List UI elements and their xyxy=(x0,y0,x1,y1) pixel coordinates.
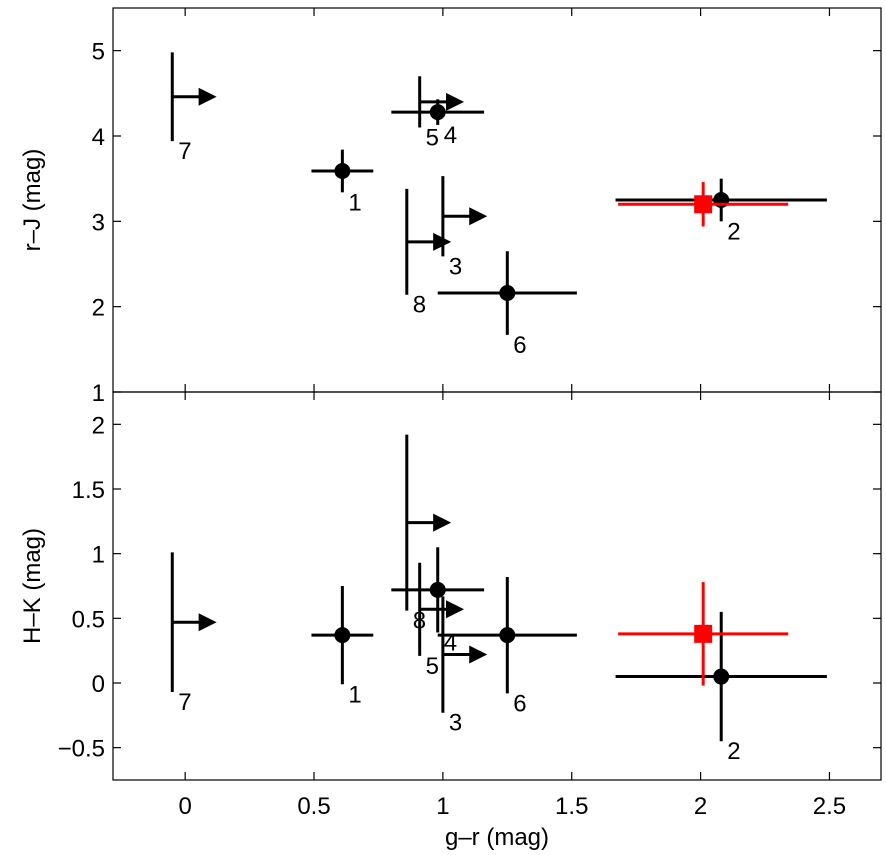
data-point-6: 6 xyxy=(437,251,577,359)
data-point-6: 6 xyxy=(437,576,577,717)
point-label: 3 xyxy=(449,710,462,737)
data-point-4: 4 xyxy=(391,547,485,657)
highlight-marker xyxy=(694,624,713,643)
data-point-5: 5 xyxy=(418,76,465,151)
data-marker xyxy=(334,162,351,179)
point-label: 6 xyxy=(513,332,526,359)
y-tick-label: 1.5 xyxy=(72,477,105,504)
limit-arrow-head xyxy=(198,613,217,632)
data-marker xyxy=(334,627,351,644)
y-tick-label: 5 xyxy=(92,39,105,66)
data-point-8: 8 xyxy=(405,188,452,319)
point-label: 2 xyxy=(727,738,740,765)
x-tick-label: 1 xyxy=(436,793,449,820)
x-tick-label: 2.5 xyxy=(813,793,846,820)
point-label: 5 xyxy=(426,653,439,680)
y-axis-title: r–J (mag) xyxy=(19,149,46,252)
point-label: 8 xyxy=(413,608,426,635)
data-marker xyxy=(499,627,516,644)
y-tick-label: 0.5 xyxy=(72,606,105,633)
point-label: 5 xyxy=(426,124,439,151)
highlight-marker xyxy=(694,195,713,214)
x-axis-title: g–r (mag) xyxy=(445,824,549,851)
data-point-2: 2 xyxy=(615,178,827,245)
point-label: 3 xyxy=(449,253,462,280)
data-marker xyxy=(499,285,516,302)
y-tick-label: 1 xyxy=(92,380,105,407)
point-label: 8 xyxy=(413,292,426,319)
point-label: 7 xyxy=(178,138,191,165)
point-label: 1 xyxy=(348,189,361,216)
limit-arrow-head xyxy=(469,645,488,664)
limit-arrow-head xyxy=(446,600,465,619)
x-tick-label: 0 xyxy=(178,793,191,820)
data-point-7: 7 xyxy=(170,552,217,716)
y-tick-label: 1 xyxy=(92,542,105,569)
data-point-2: 2 xyxy=(615,611,827,765)
y-tick-label: −0.5 xyxy=(58,736,105,763)
limit-arrow-head xyxy=(469,207,488,226)
point-label: 6 xyxy=(513,690,526,717)
y-tick-label: 0 xyxy=(92,671,105,698)
data-marker xyxy=(429,104,446,121)
limit-arrow-head xyxy=(433,232,452,251)
data-marker xyxy=(713,668,730,685)
data-point-7: 7 xyxy=(170,52,217,165)
limit-arrow-head xyxy=(446,92,465,111)
y-tick-label: 2 xyxy=(92,412,105,439)
data-point-5: 5 xyxy=(418,562,465,680)
limit-arrow-head xyxy=(198,87,217,106)
data-point-1: 1 xyxy=(311,149,374,216)
highlight-point xyxy=(618,182,789,227)
y-axis-title: H–K (mag) xyxy=(19,528,46,644)
data-marker xyxy=(429,581,446,598)
point-label: 2 xyxy=(727,218,740,245)
x-tick-label: 2 xyxy=(694,793,707,820)
data-point-1: 1 xyxy=(311,586,374,708)
y-tick-label: 2 xyxy=(92,295,105,322)
panel-bottom: 0 0.5 1 1.5 2 2.5 −0.5 0 0.5 1 1.5 2 H–K (mag) g–r (m… xyxy=(19,391,882,851)
y-tick-label: 3 xyxy=(92,209,105,236)
point-label: 4 xyxy=(444,122,457,149)
highlight-point xyxy=(618,582,789,686)
x-tick-label: 1.5 xyxy=(555,793,588,820)
limit-arrow-head xyxy=(433,513,452,532)
point-label: 4 xyxy=(444,630,457,657)
data-point-3: 3 xyxy=(441,176,488,280)
y-tick-label: 4 xyxy=(92,124,105,151)
x-tick-label: 0.5 xyxy=(297,793,330,820)
data-point-4: 4 xyxy=(391,99,485,149)
data-point-3: 3 xyxy=(441,596,488,737)
data-point-8: 8 xyxy=(405,434,452,635)
point-label: 7 xyxy=(178,689,191,716)
plot-frame xyxy=(112,391,882,781)
point-label: 1 xyxy=(348,681,361,708)
